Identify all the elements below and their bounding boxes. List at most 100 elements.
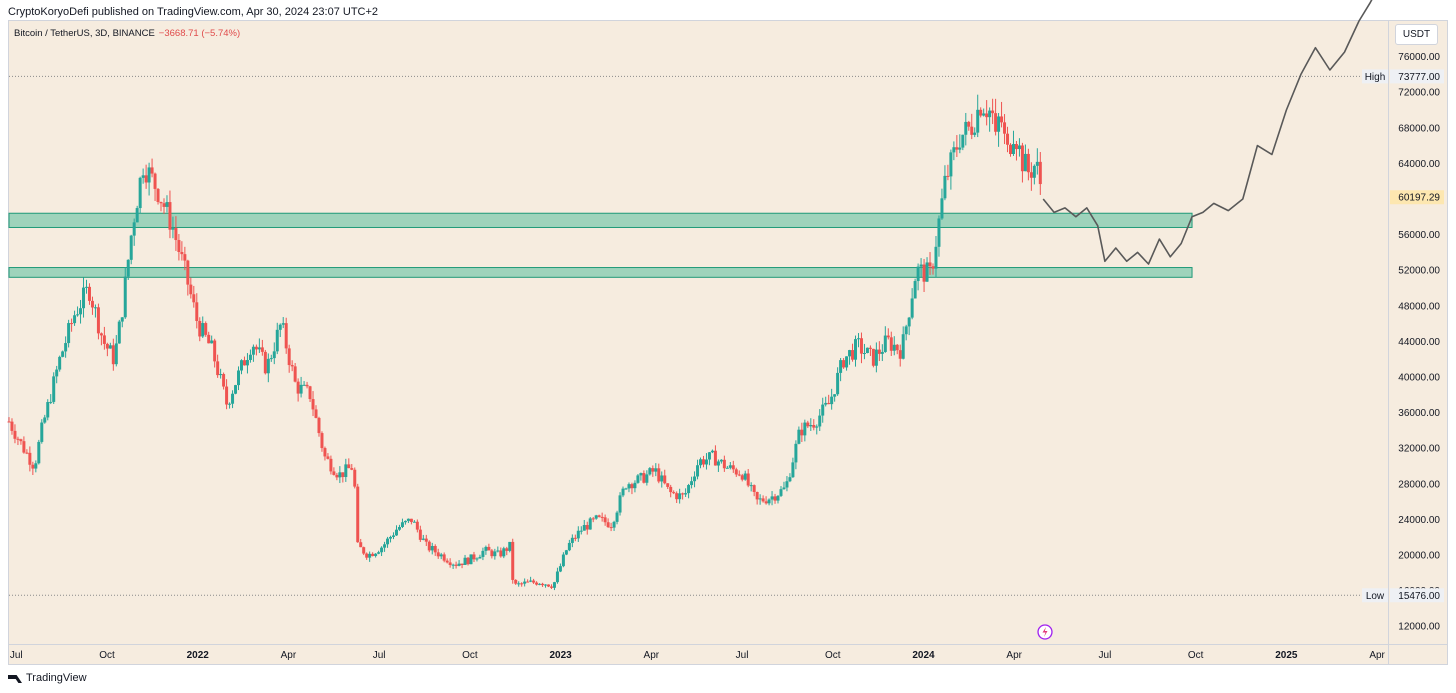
candle-body xyxy=(558,566,562,572)
candle-body xyxy=(87,286,91,301)
candle-body xyxy=(383,544,387,548)
candle-body xyxy=(618,495,622,513)
candle-body xyxy=(189,284,193,295)
candle-body xyxy=(865,347,869,354)
candle-body xyxy=(868,347,872,349)
candle-body xyxy=(117,321,121,344)
x-tick-label: Oct xyxy=(462,650,478,661)
candle-body xyxy=(147,167,151,183)
candle-body xyxy=(675,493,679,500)
candle-body xyxy=(254,346,258,350)
candle-body xyxy=(439,554,443,557)
y-tick-label: 52000.00 xyxy=(1398,266,1440,277)
candle-body xyxy=(493,551,497,557)
candle-body xyxy=(499,550,503,557)
candle-body xyxy=(430,546,434,551)
candle-body xyxy=(764,501,768,504)
candle-body xyxy=(785,481,789,488)
candle-body xyxy=(168,202,172,230)
candle-body xyxy=(418,529,422,540)
candle-body xyxy=(672,492,676,494)
candle-body xyxy=(82,287,86,309)
candle-body xyxy=(454,564,458,566)
highlight-value-bg xyxy=(1390,588,1444,603)
candle-body xyxy=(302,384,306,386)
candle-body xyxy=(317,417,321,434)
candle-body xyxy=(967,121,971,127)
candle-body xyxy=(880,351,884,354)
candle-body xyxy=(248,354,252,360)
candle-body xyxy=(290,365,294,367)
chart-frame[interactable] xyxy=(8,20,1448,665)
candle-body xyxy=(144,175,148,183)
candle-body xyxy=(177,240,181,252)
candle-body xyxy=(242,360,246,366)
x-tick-label: Jul xyxy=(736,650,749,661)
candle-body xyxy=(663,475,667,484)
candle-body xyxy=(597,515,601,517)
candle-body xyxy=(523,581,527,584)
candle-body xyxy=(633,482,637,489)
y-tick-label: 32000.00 xyxy=(1398,444,1440,455)
candle-body xyxy=(713,450,717,466)
candle-body xyxy=(570,537,574,543)
candle-body xyxy=(621,488,625,496)
candle-body xyxy=(752,485,756,492)
highlight-label: Low xyxy=(1366,591,1385,602)
candle-body xyxy=(281,323,285,325)
candle-body xyxy=(67,323,71,344)
candle-body xyxy=(877,349,881,354)
candle-body xyxy=(311,399,315,410)
candle-body xyxy=(457,563,461,566)
y-tick-label: 36000.00 xyxy=(1398,408,1440,419)
candle-body xyxy=(836,372,840,395)
candle-body xyxy=(332,471,336,475)
y-tick-label: 64000.00 xyxy=(1398,159,1440,170)
candle-body xyxy=(159,202,163,204)
candle-body xyxy=(788,477,792,482)
candle-body xyxy=(22,441,26,453)
candle-body xyxy=(174,228,178,241)
candle-body xyxy=(529,580,533,582)
candle-body xyxy=(797,429,801,444)
candle-body xyxy=(991,110,995,114)
candle-body xyxy=(725,467,729,469)
footer-brand[interactable]: TradingView xyxy=(26,672,87,684)
candle-body xyxy=(824,402,828,405)
candle-body xyxy=(475,558,479,560)
candle-body xyxy=(931,266,935,269)
candle-body xyxy=(308,386,312,400)
candle-body xyxy=(412,521,416,523)
candle-body xyxy=(216,361,220,376)
candle-body xyxy=(436,552,440,557)
candle-body xyxy=(16,438,20,440)
projection-path xyxy=(1042,0,1373,265)
candle-body xyxy=(90,300,94,308)
candle-body xyxy=(299,384,303,394)
candle-body xyxy=(93,307,97,309)
candle-body xyxy=(13,430,17,439)
candle-body xyxy=(538,583,542,585)
candle-body xyxy=(1003,122,1007,134)
candle-body xyxy=(293,366,297,382)
candle-body xyxy=(791,462,795,478)
candle-body xyxy=(198,320,202,337)
candle-body xyxy=(997,116,1001,132)
candle-body xyxy=(141,175,145,178)
candle-body xyxy=(687,485,691,494)
candle-body xyxy=(424,538,428,542)
candle-body xyxy=(549,586,553,588)
candle-body xyxy=(257,347,261,350)
candle-body xyxy=(505,548,509,551)
y-tick-label: 76000.00 xyxy=(1398,52,1440,63)
candle-body xyxy=(287,348,291,366)
currency-button[interactable]: USDT xyxy=(1395,24,1438,45)
candle-body xyxy=(111,345,115,365)
candle-body xyxy=(34,463,38,469)
candle-body xyxy=(123,276,127,318)
candle-body xyxy=(70,323,74,325)
candle-body xyxy=(827,402,831,405)
candle-body xyxy=(347,464,351,469)
y-tick-label: 12000.00 xyxy=(1398,622,1440,633)
